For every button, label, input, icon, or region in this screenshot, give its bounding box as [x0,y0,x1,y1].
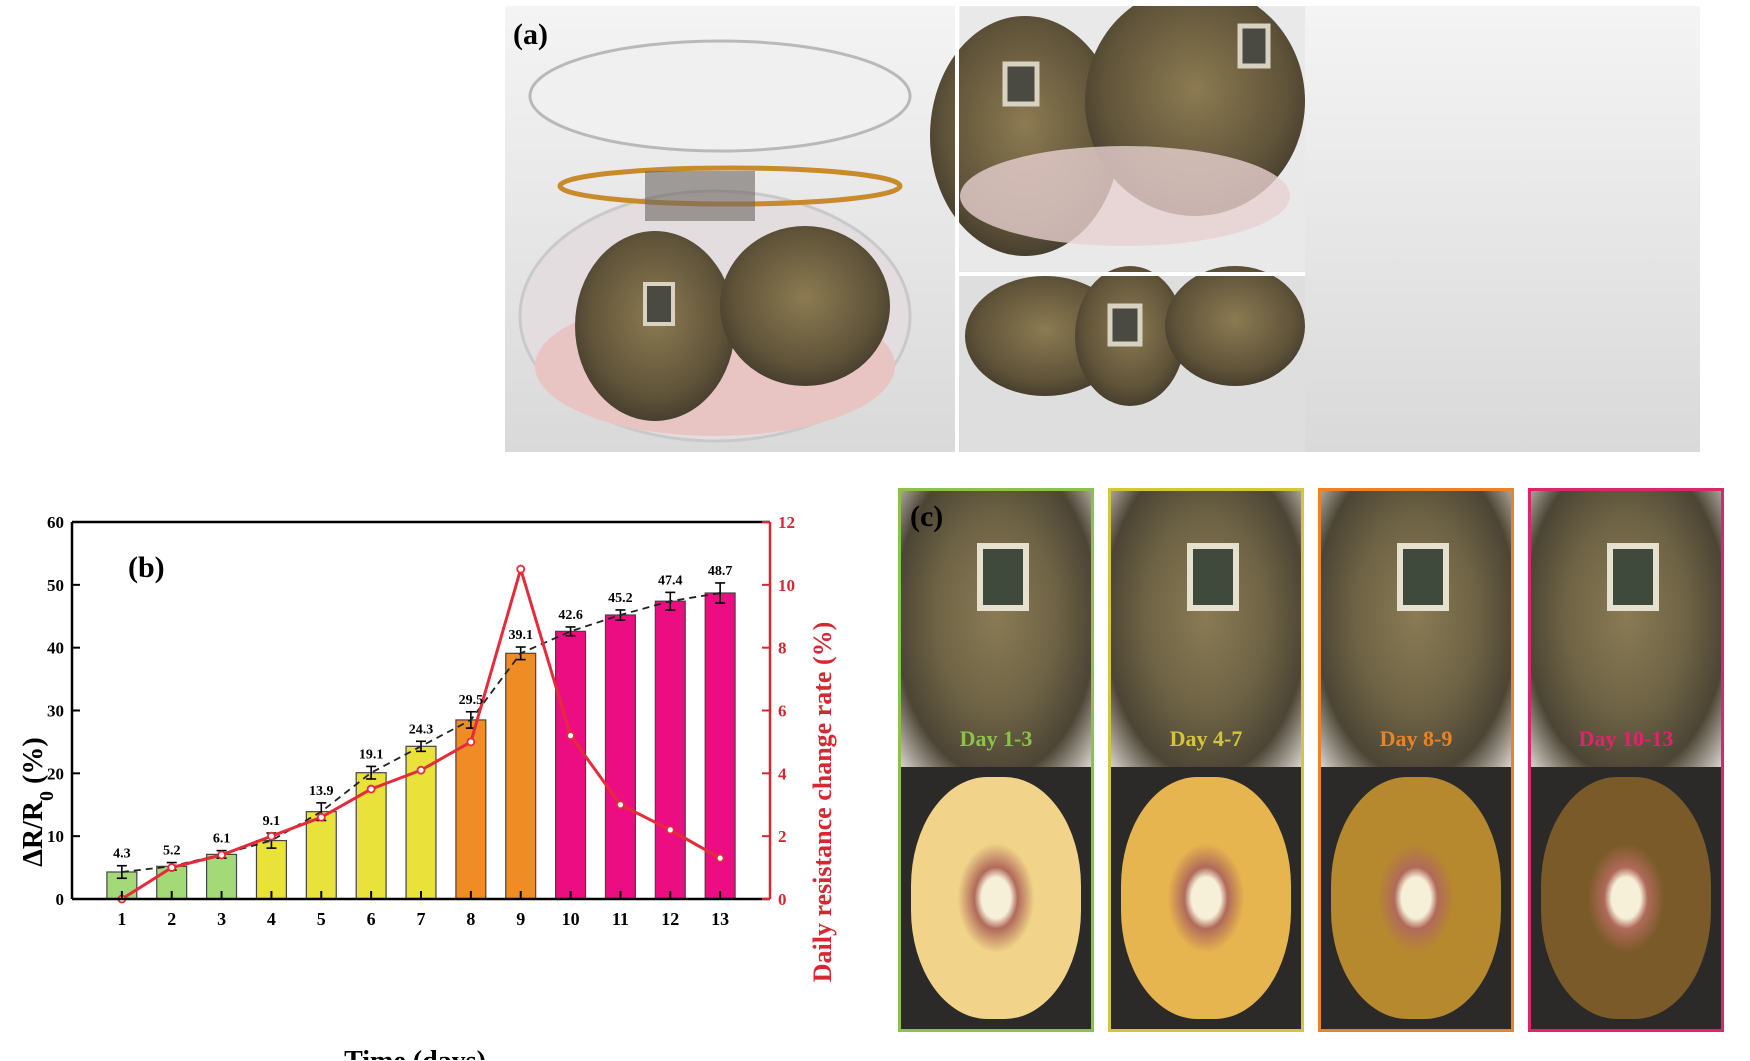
sensor-patch [977,543,1029,611]
kiwi-cross-section [911,777,1081,1019]
bar [255,839,287,900]
y-right-tick-label: 10 [778,576,795,595]
bar [505,652,537,900]
stage-card: Day 10-13 [1528,488,1724,1032]
bar-value-label: 5.2 [163,844,181,859]
sensor-patch [1607,543,1659,611]
y-left-tick-label: 30 [47,702,64,721]
x-tick-label: 12 [661,909,679,929]
bar-value-label: 6.1 [213,832,231,847]
cut-kiwi-photo [1111,767,1301,1029]
bar-value-label: 24.3 [409,722,434,737]
panel-a-label: (a) [513,18,548,51]
stage-card: Day 4-7 [1108,488,1304,1032]
bar-value-label: 9.1 [263,814,281,829]
kiwi-cross-section [1121,777,1291,1019]
whole-kiwi-photo: Day 10-13 [1531,491,1721,767]
stage-day-label: Day 4-7 [1169,726,1243,751]
panel-b-label: (b) [128,551,165,584]
stage-card: Day 1-3 [898,488,1094,1032]
bar [704,592,736,900]
bar-value-label: 39.1 [508,628,533,643]
x-tick-label: 11 [612,909,629,929]
panel-c-label: (c) [910,500,944,533]
x-tick-label: 5 [317,909,326,929]
y-left-tick-label: 0 [56,890,65,909]
bar-value-label: 29.5 [459,693,484,708]
y-right-tick-label: 2 [778,827,787,846]
rate-point [566,731,575,741]
bar-value-label: 48.7 [708,564,733,579]
y-left-tick-label: 20 [47,764,64,783]
bar-value-label: 4.3 [113,847,131,862]
kiwi-cross-section [1331,777,1501,1019]
rate-point [167,863,177,872]
x-tick-label: 9 [516,909,525,929]
rate-point [366,784,376,794]
rate-point [217,850,226,860]
y-right-tick-label: 12 [778,513,795,532]
stage-card: Day 8-9 [1318,488,1514,1032]
x-axis-title: Time (days) [344,1046,486,1060]
rate-point [715,853,725,863]
x-tick-label: 7 [417,909,426,929]
y-left-tick-label: 50 [47,576,64,595]
bar [654,600,686,900]
kiwi-cross-section [1541,777,1711,1019]
stage-day-label: Day 10-13 [1578,726,1674,751]
x-tick-label: 4 [267,909,276,929]
y-right-tick-label: 4 [778,764,787,783]
cut-kiwi-photo [1531,767,1721,1029]
whole-kiwi-photo: Day 1-3 [901,491,1091,767]
stage-day-label: Day 1-3 [959,726,1033,751]
y-left-tick-label: 60 [47,513,64,532]
x-tick-label: 13 [711,909,729,929]
chart-panel-b: 0 10 20 30 40 50 60 0 2 4 6 8 10 12 1 2 3 4 5 6 7 8 9 10 11 12 13 4… [0,500,840,1060]
bar [555,630,587,900]
sensor-patch [1397,543,1449,611]
y-left-tick-label: 40 [47,639,64,658]
y-axis-left-title: ΔR/R0 (%) [18,737,58,866]
photo-panel-a: (a) [505,6,1700,452]
bar-value-label: 47.4 [658,573,683,588]
x-tick-label: 8 [466,909,475,929]
whole-kiwi-photo: Day 8-9 [1321,491,1511,767]
bar-value-label: 45.2 [608,591,633,606]
bar-value-label: 13.9 [309,784,334,799]
bar-value-label: 19.1 [359,747,384,762]
sensor-patch [1187,543,1239,611]
whole-kiwi-photo: Day 4-7 [1111,491,1301,767]
rate-point [516,564,526,574]
y-axis-right-title: Daily resistance change rate (%) [808,622,837,983]
y-right-tick-label: 8 [778,639,787,658]
x-tick-label: 1 [117,909,126,929]
y-left-tick-label: 10 [47,827,64,846]
x-tick-label: 3 [217,909,226,929]
x-tick-label: 6 [367,909,376,929]
rate-point [665,825,675,835]
bar [305,811,337,900]
x-tick-label: 2 [167,909,176,929]
kiwifruit-jar-photo [505,6,1700,452]
photo-panel-c: Day 1-3 Day 4-7 Day 8-9 Day 10-13 (c) [898,488,1738,1038]
rate-point [267,831,276,841]
bar [604,614,636,900]
y-right-tick-label: 0 [778,890,787,909]
y-right-tick-label: 6 [778,702,787,721]
bar-value-label: 42.6 [558,608,583,623]
cut-kiwi-photo [901,767,1091,1029]
rate-point [316,812,326,822]
stage-day-label: Day 8-9 [1379,726,1453,751]
x-tick-label: 10 [562,909,580,929]
rate-point [466,737,476,747]
rate-point [416,765,426,775]
rate-point [616,800,625,810]
cut-kiwi-photo [1321,767,1511,1029]
bar [455,719,487,900]
